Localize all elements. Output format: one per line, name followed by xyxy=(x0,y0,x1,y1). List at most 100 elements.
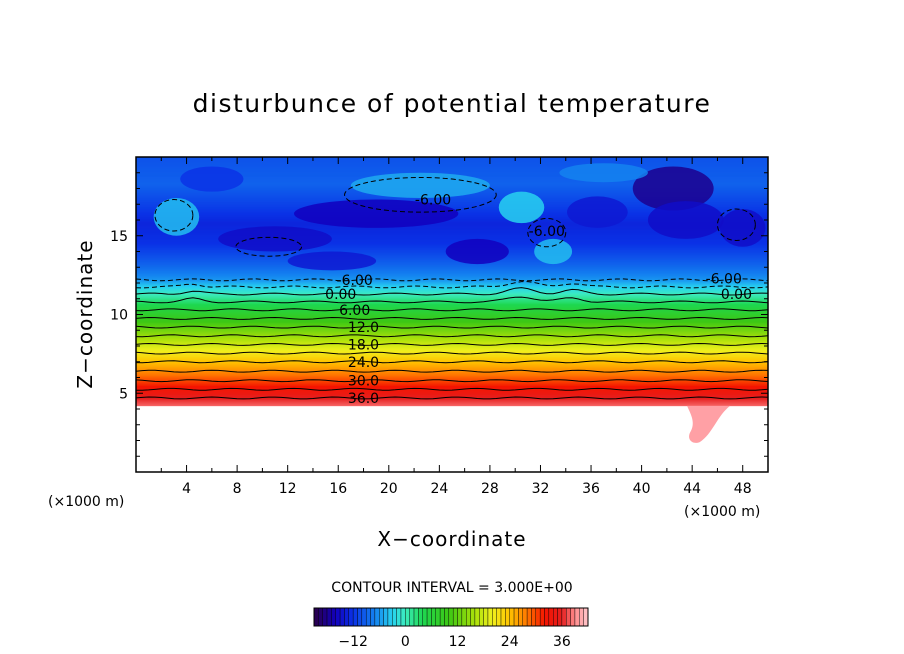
contour-label: -6.00 xyxy=(337,273,373,289)
temperature-band xyxy=(136,232,768,235)
colorbar-ticks: −12 0 12 24 36 xyxy=(338,634,571,650)
turbulence-blob xyxy=(180,166,244,192)
temperature-band xyxy=(136,390,768,393)
colorbar-tick-label: 36 xyxy=(553,634,571,650)
temperature-band xyxy=(136,226,768,229)
colorbar-cell xyxy=(379,607,384,627)
contour-line xyxy=(136,360,768,364)
colorbar-cell xyxy=(566,607,571,627)
temperature-band xyxy=(136,197,768,200)
temperature-band xyxy=(136,337,768,340)
colorbar-cell xyxy=(461,607,467,627)
temperature-band xyxy=(136,260,768,263)
temperature-band xyxy=(136,343,768,346)
colorbar-cell xyxy=(344,607,349,627)
contour-label: 6.00 xyxy=(339,303,370,319)
temperature-band xyxy=(136,264,768,267)
colorbar-cell xyxy=(422,607,428,627)
temperature-band xyxy=(136,327,768,330)
temperature-band xyxy=(136,271,768,274)
temperature-band xyxy=(136,338,768,341)
temperature-band xyxy=(136,401,768,404)
temperature-band xyxy=(136,403,768,405)
contour-line xyxy=(136,379,768,383)
temperature-band xyxy=(136,203,768,206)
colorbar-cell xyxy=(365,607,371,627)
temperature-band xyxy=(136,171,768,174)
turbulence-blob xyxy=(534,238,573,265)
temperature-band xyxy=(136,322,768,325)
colorbar-cell xyxy=(531,607,537,627)
temperature-band xyxy=(136,275,768,278)
x-tick-label: 32 xyxy=(532,481,550,497)
colorbar-tick-label: 12 xyxy=(449,634,467,650)
temperature-band xyxy=(136,385,768,388)
temperature-band xyxy=(136,329,768,332)
turbulence-blob xyxy=(567,196,628,228)
temperature-band xyxy=(136,386,768,389)
chart-title: disturbunce of potential temperature xyxy=(193,89,712,118)
temperature-band xyxy=(136,269,768,272)
temperature-band xyxy=(136,396,768,399)
colorbar-cell xyxy=(448,607,454,627)
colorbar-cell xyxy=(470,607,476,627)
colorbar-cell xyxy=(413,607,419,627)
temperature-band xyxy=(136,341,768,344)
temperature-band xyxy=(136,363,768,366)
temperature-band xyxy=(136,365,768,368)
colorbar-cell xyxy=(522,607,528,627)
colorbar-cell xyxy=(313,607,319,627)
contour-line xyxy=(527,217,567,248)
temperature-band xyxy=(136,353,768,356)
colorbar-tick-label: 0 xyxy=(401,634,410,650)
y-tick-label: 10 xyxy=(110,308,128,324)
temperature-band xyxy=(136,303,768,306)
temperature-band xyxy=(136,381,768,384)
temperature-band xyxy=(136,376,768,379)
colorbar-cell xyxy=(418,607,423,627)
contour-line xyxy=(136,316,768,320)
contour-line xyxy=(235,236,303,257)
temperature-band xyxy=(136,290,768,293)
temperature-band xyxy=(136,167,768,170)
colorbar-cell xyxy=(383,607,389,627)
temperature-band xyxy=(136,277,768,279)
x-axis-unit-left: (×1000 m) xyxy=(48,494,124,510)
temperature-band xyxy=(136,347,768,350)
temperature-band xyxy=(136,158,768,161)
temperature-band xyxy=(136,348,768,351)
contour-lines xyxy=(136,176,768,400)
turbulence-blob xyxy=(719,208,766,247)
temperature-band xyxy=(136,263,768,266)
temperature-band xyxy=(136,168,768,171)
temperature-band xyxy=(136,397,768,400)
x-tick-label: 24 xyxy=(430,481,448,497)
temperature-band xyxy=(136,372,768,375)
temperature-band xyxy=(136,334,768,337)
temperature-band xyxy=(136,283,768,286)
turbulence-blob xyxy=(498,191,545,224)
turbulence-blob xyxy=(647,201,724,239)
colorbar-cell xyxy=(487,607,493,627)
temperature-band xyxy=(136,357,768,360)
temperature-band xyxy=(136,399,768,402)
temperature-band xyxy=(136,225,768,228)
colorbar-cell xyxy=(479,607,484,627)
temperature-band xyxy=(136,391,768,394)
temperature-band xyxy=(136,360,768,363)
temperature-band xyxy=(136,235,768,238)
colorbar-cell xyxy=(439,607,445,627)
turbulence-blob xyxy=(632,166,714,211)
colorbar-cell xyxy=(409,607,415,627)
colorbar-cell xyxy=(526,607,532,627)
temperature-band xyxy=(136,356,768,359)
contour-line xyxy=(154,199,194,232)
contour-label: 12.0 xyxy=(348,320,379,336)
colorbar-cell xyxy=(374,607,380,627)
warm-plume xyxy=(687,405,731,443)
contour-line xyxy=(344,176,497,213)
temperature-band xyxy=(136,241,768,244)
temperature-band xyxy=(136,362,768,365)
temperature-band xyxy=(136,230,768,233)
temperature-band xyxy=(136,205,768,208)
